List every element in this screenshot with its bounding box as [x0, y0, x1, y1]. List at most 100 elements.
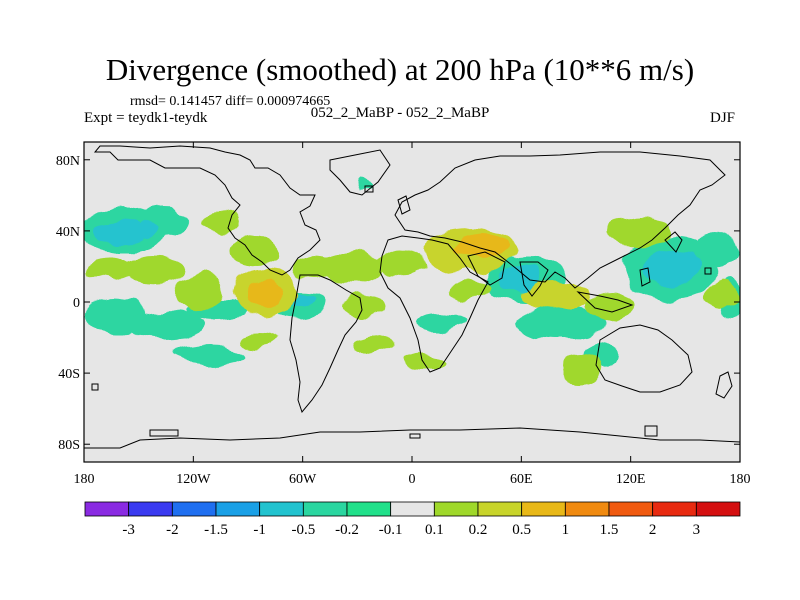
colorbar-label: -3 — [122, 522, 135, 538]
plot-area: 180 120W 60W 0 60E 120E 180 80N 40N 0 40S 80S — [56, 141, 751, 487]
colorbar-swatch — [171, 501, 217, 517]
field-region — [690, 232, 740, 268]
y-tick-label: 80S — [58, 438, 80, 453]
colorbar-label: 0.2 — [469, 522, 488, 538]
field-region — [343, 295, 387, 315]
field-region — [320, 252, 380, 284]
colorbar-swatch — [215, 501, 261, 517]
y-tick-label: 0 — [73, 296, 80, 311]
field-region — [200, 210, 240, 234]
colorbar-swatch — [128, 501, 173, 517]
colorbar-swatch — [302, 501, 348, 517]
x-axis: 180 120W 60W 0 60E 120E 180 — [74, 142, 751, 487]
coastline-island — [704, 267, 712, 275]
y-tick-label: 40N — [56, 225, 80, 240]
field-region — [138, 221, 162, 235]
field-region — [353, 335, 397, 355]
field-region — [407, 352, 443, 368]
colorbar-label: 0.5 — [512, 522, 531, 538]
coastline-antarctica — [84, 427, 740, 449]
coastline-island — [149, 429, 179, 437]
field-region — [375, 248, 425, 276]
coastline-india — [519, 261, 549, 297]
x-tick-label: 180 — [730, 472, 751, 487]
colorbar-label: -0.2 — [335, 522, 359, 538]
x-tick-label: 120W — [176, 472, 211, 487]
coastline-south-america — [289, 274, 363, 414]
colorbar-swatch — [390, 501, 435, 517]
colorbar-label: -1 — [253, 522, 266, 538]
cases-label: 052_2_MaBP - 052_2_MaBP — [310, 105, 490, 121]
field-region — [125, 311, 205, 339]
colorbar-swatch — [84, 501, 130, 517]
colorbar-label: -0.1 — [379, 522, 403, 538]
colorbar-swatch — [346, 501, 392, 517]
colorbar-label: 3 — [693, 522, 701, 538]
chart-title: Divergence (smoothed) at 200 hPa (10**6 … — [105, 52, 695, 87]
field-region — [175, 274, 225, 310]
x-tick-label: 120E — [616, 472, 646, 487]
colorbar-swatch — [477, 501, 523, 517]
coastline-island — [364, 185, 374, 193]
coastline-indonesia — [576, 291, 634, 313]
coastline-japan — [664, 231, 683, 253]
coastline-arabia — [467, 251, 506, 286]
coastline-new-zealand — [715, 371, 733, 399]
x-tick-label: 180 — [74, 472, 95, 487]
field-region — [230, 238, 280, 266]
field-region — [642, 250, 698, 286]
colorbar-label: 1.5 — [600, 522, 619, 538]
field-region — [125, 256, 185, 284]
field-region — [515, 306, 605, 338]
field-region — [415, 313, 465, 331]
colorbar-swatch — [259, 501, 304, 517]
coastline-australia — [595, 324, 693, 393]
divergence-field — [84, 180, 740, 385]
y-tick-label: 80N — [56, 154, 80, 169]
field-region — [445, 282, 495, 302]
colorbar-label: 1 — [562, 522, 570, 538]
experiment-label: Expt = teydk1-teydk — [84, 110, 208, 126]
coastline-eurasia — [394, 151, 726, 289]
colorbar-swatch — [433, 501, 479, 517]
colorbar-swatch — [695, 501, 741, 517]
field-region — [242, 332, 278, 348]
colorbar-label: 2 — [649, 522, 657, 538]
coastline-north-america — [93, 145, 321, 276]
field-region — [95, 222, 145, 242]
colorbar-label: -2 — [166, 522, 179, 538]
field-region — [585, 291, 635, 319]
coastlines — [84, 145, 740, 449]
coastline-island — [644, 425, 658, 437]
colorbar-label: -1.5 — [204, 522, 228, 538]
y-axis: 80N 40N 0 40S 80S — [56, 154, 740, 453]
coastline-island — [91, 383, 99, 391]
coastline-greenland — [329, 149, 391, 196]
colorbar-label: -0.5 — [291, 522, 315, 538]
colorbar-swatch — [608, 501, 654, 517]
field-region — [705, 284, 735, 308]
field-region — [520, 282, 590, 310]
season-label: DJF — [710, 110, 736, 126]
coastline-philippines — [639, 267, 651, 287]
field-region — [245, 283, 285, 307]
field-region — [175, 345, 245, 365]
coastline-uk — [397, 195, 411, 215]
field-region — [452, 234, 508, 258]
x-tick-label: 0 — [409, 472, 416, 487]
field-region — [560, 355, 600, 385]
y-tick-label: 40S — [58, 367, 80, 382]
field-region — [498, 264, 542, 292]
field-region — [85, 258, 135, 282]
colorbar-swatch — [521, 501, 566, 517]
colorbar-swatch — [652, 501, 697, 517]
stats-label: rmsd= 0.141457 diff= 0.000974665 — [130, 94, 331, 109]
colorbar-swatch — [564, 501, 610, 517]
coastline-island — [409, 433, 421, 439]
x-tick-label: 60W — [289, 472, 317, 487]
field-region — [610, 218, 670, 246]
colorbar: -3 -2 -1.5 -1 -0.5 -0.2 -0.1 0.1 0.2 0.5 1 1.5 2 3 — [84, 501, 741, 538]
x-tick-label: 60E — [510, 472, 533, 487]
colorbar-label: 0.1 — [425, 522, 444, 538]
